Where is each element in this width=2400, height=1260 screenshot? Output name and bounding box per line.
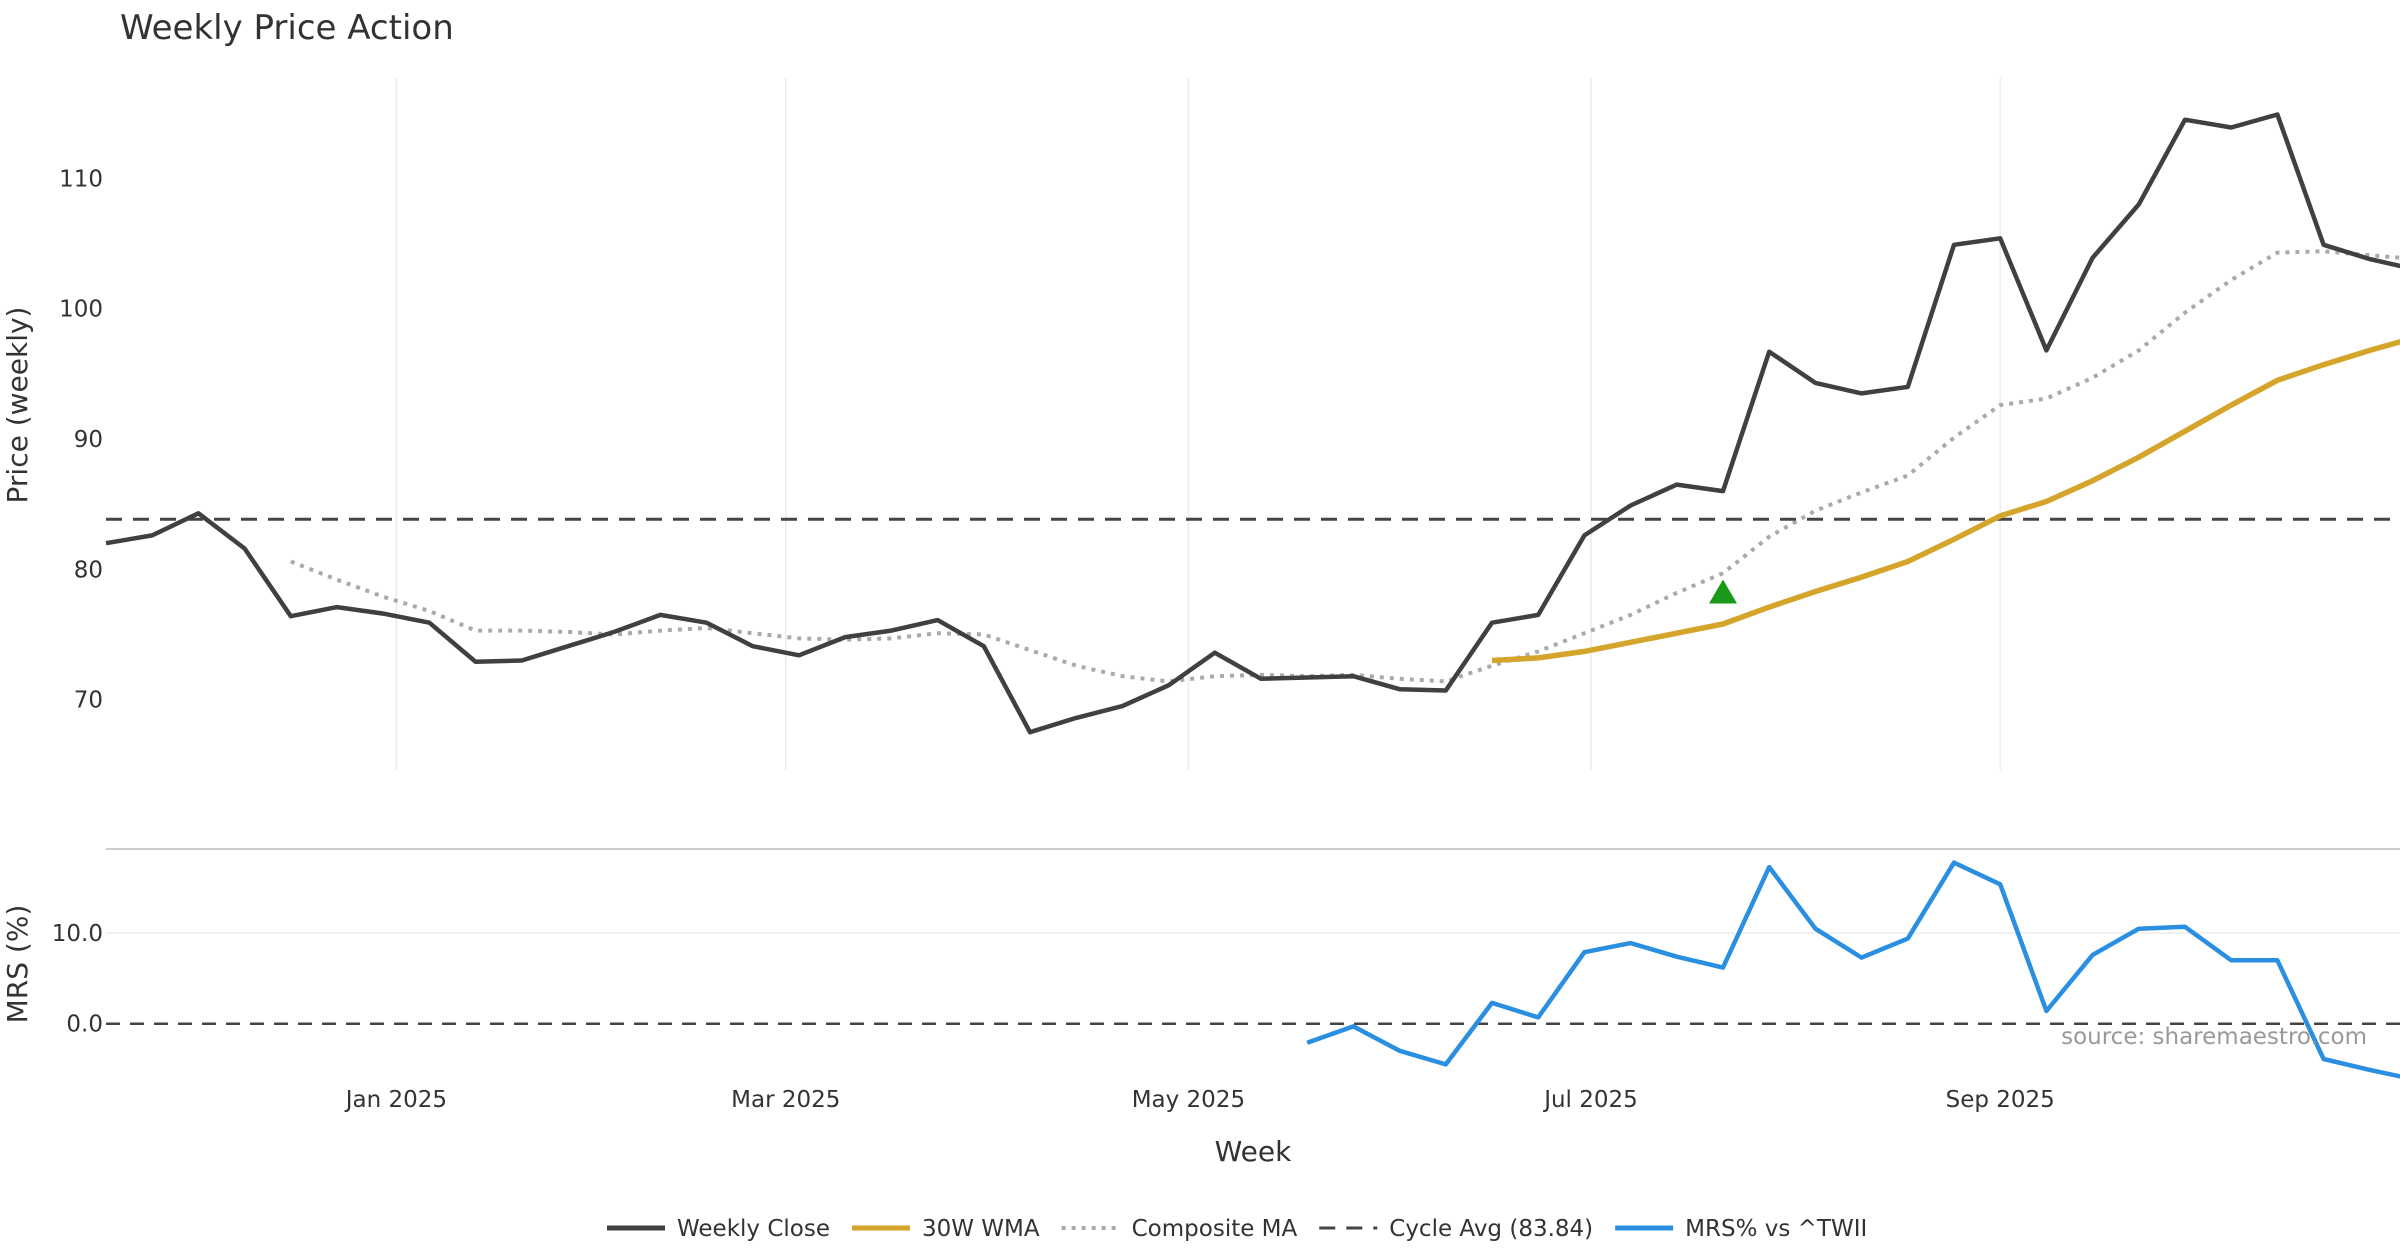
legend-item-composite-ma: Composite MA (1061, 1216, 1298, 1242)
price-y-tick-label: 100 (59, 297, 103, 323)
mrs-y-tick-label: 0.0 (66, 1012, 103, 1038)
mrs-y-tick-label: 10.0 (52, 921, 103, 947)
price-y-ticks: 70 80 90 100 110 (59, 166, 103, 713)
series-mrs-vs-twii (1306, 860, 2400, 1079)
legend-label: MRS% vs ^TWII (1685, 1216, 1867, 1242)
series-30w-wma (1491, 338, 2400, 664)
marker-layer (1709, 579, 1737, 604)
x-ticks: Jan 2025 Mar 2025 May 2025 Jul 2025 Sep 2025 (344, 1087, 2055, 1113)
legend-item-mrs-vs-twii: MRS% vs ^TWII (1615, 1216, 1867, 1242)
legend-item-weekly-close: Weekly Close (607, 1216, 830, 1242)
x-tick-label: Mar 2025 (731, 1087, 840, 1113)
x-tick-label: Jan 2025 (344, 1087, 447, 1113)
price-y-axis-label: Price (weekly) (1, 307, 34, 504)
price-y-tick-label: 70 (74, 688, 103, 714)
x-tick-label: May 2025 (1132, 1087, 1245, 1113)
mrs-y-axis-label: MRS (%) (1, 905, 34, 1024)
signal-marker (1709, 579, 1737, 604)
legend-label: Cycle Avg (83.84) (1389, 1216, 1593, 1242)
series-layer (105, 112, 2400, 1079)
chart-title: Weekly Price Action (120, 8, 454, 48)
legend-label: Composite MA (1132, 1216, 1298, 1242)
x-tick-label: Jul 2025 (1542, 1087, 1638, 1113)
price-y-tick-label: 110 (59, 166, 103, 192)
mrs-panel-grid (106, 932, 2400, 1025)
legend-label: 30W WMA (922, 1216, 1040, 1242)
source-note: source: sharemaestro.com (2061, 1024, 2367, 1050)
x-axis-label: Week (1215, 1135, 1292, 1168)
legend-label: Weekly Close (677, 1216, 830, 1242)
series-composite-ma (290, 249, 2400, 684)
legend-item-cycle-avg-83-84: Cycle Avg (83.84) (1319, 1216, 1593, 1242)
mrs-y-ticks: 0.0 10.0 (52, 921, 103, 1038)
price-y-tick-label: 80 (74, 557, 103, 583)
legend: Weekly Close 30W WMA Composite MA Cycle Avg… (607, 1216, 1867, 1242)
legend-item-30w-wma: 30W WMA (851, 1216, 1040, 1242)
price-y-tick-label: 90 (74, 427, 103, 453)
series-weekly-close (105, 112, 2400, 735)
x-tick-label: Sep 2025 (1946, 1087, 2055, 1113)
